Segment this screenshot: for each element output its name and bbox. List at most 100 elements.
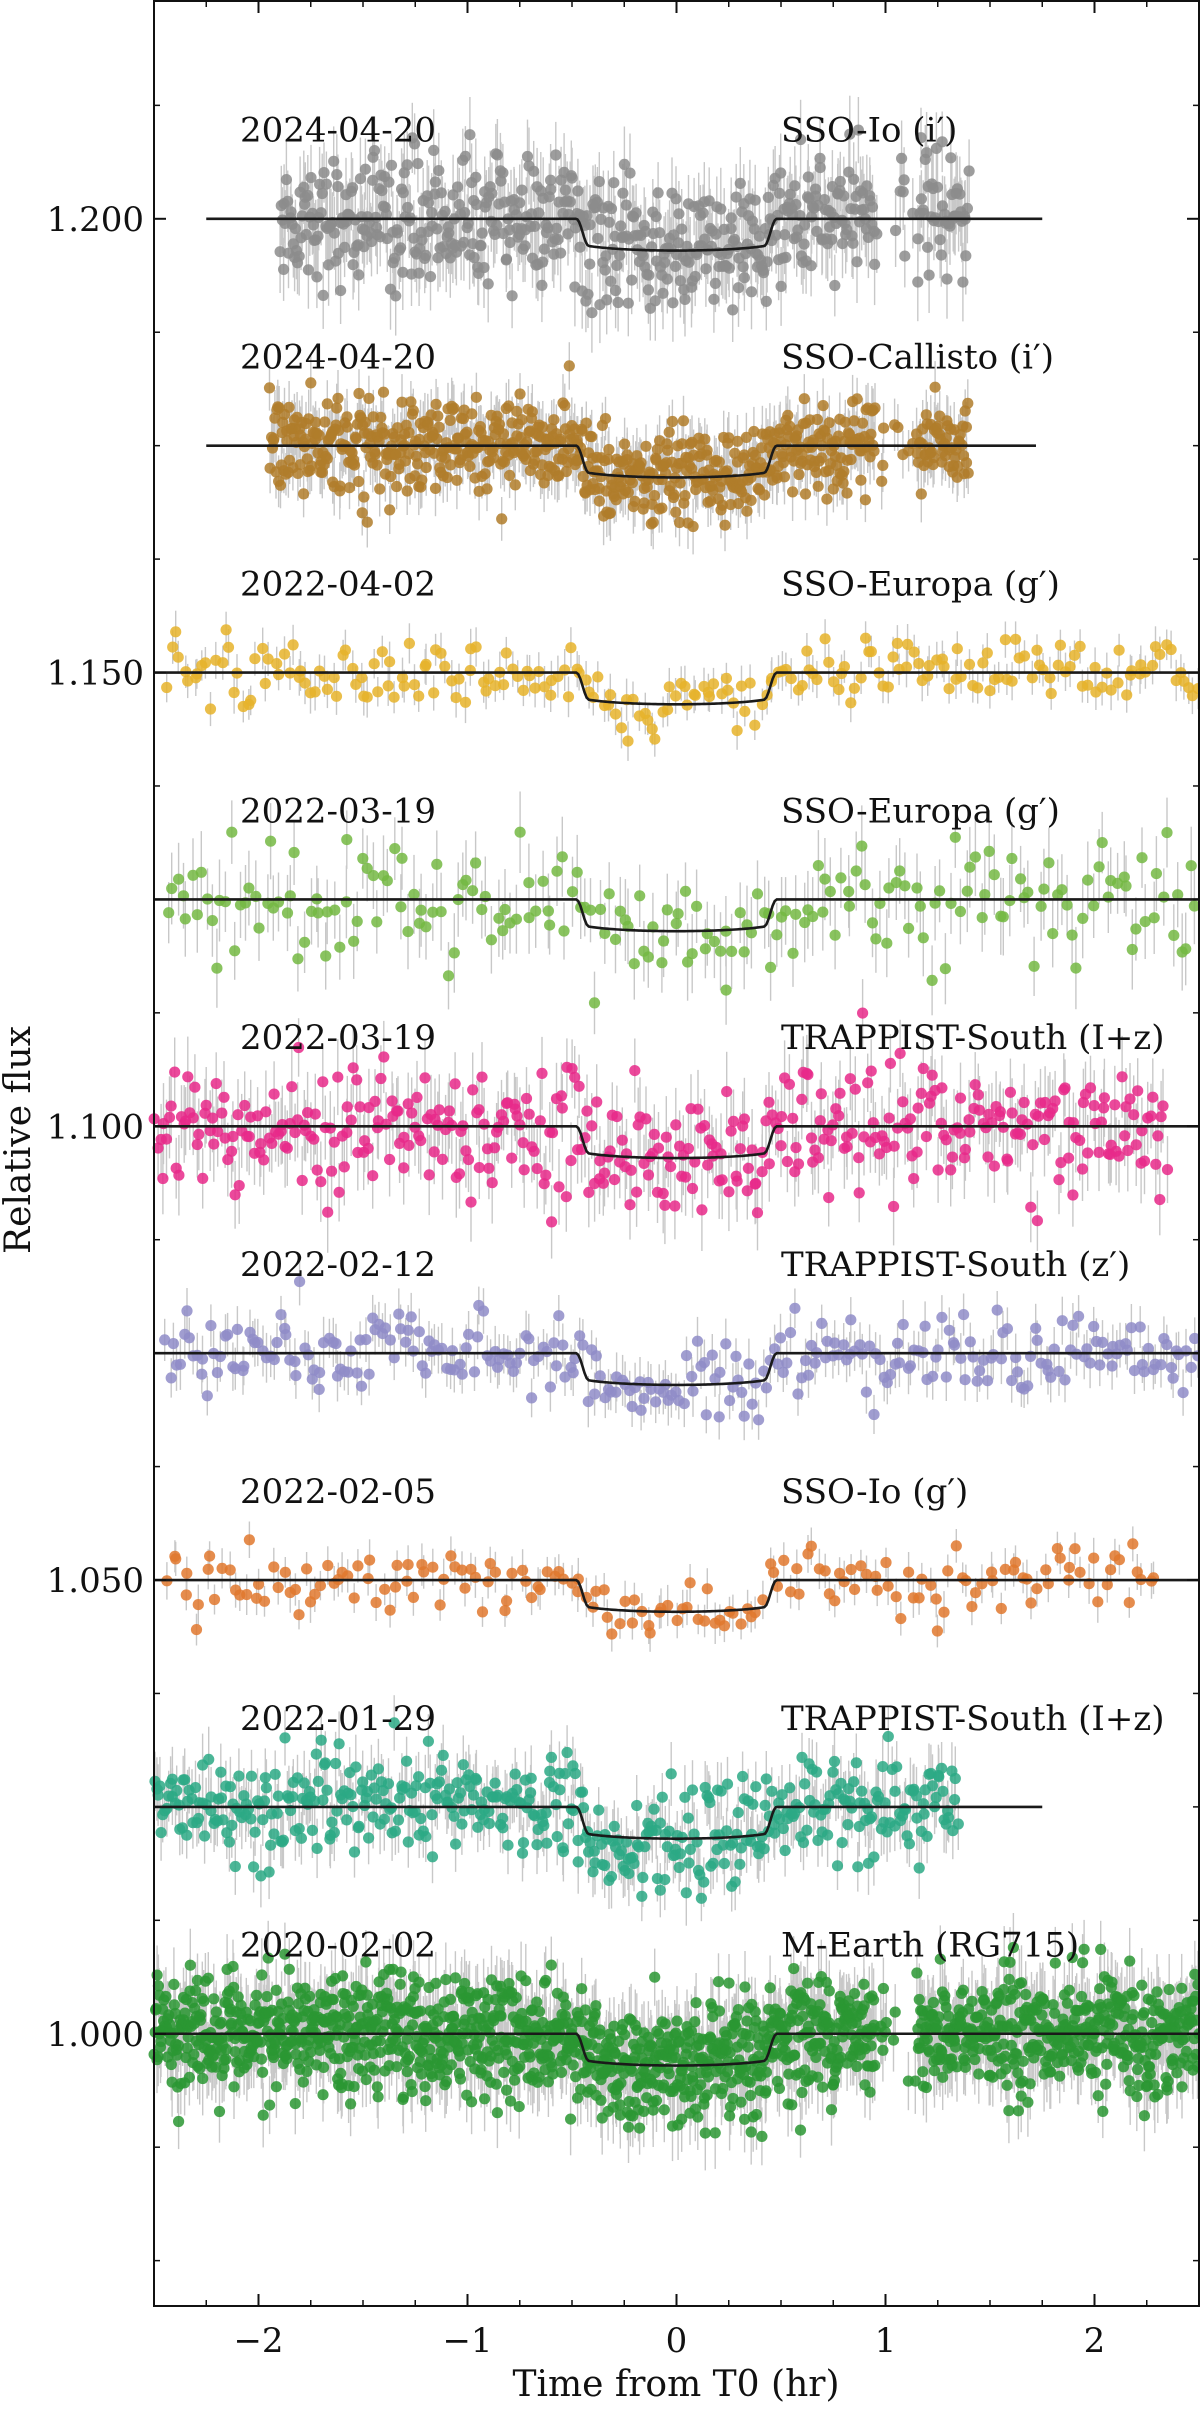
data-point — [273, 896, 284, 907]
data-point — [1094, 861, 1105, 872]
data-point — [698, 208, 709, 219]
data-point — [909, 647, 920, 658]
data-point — [611, 260, 622, 271]
data-point — [496, 513, 507, 524]
data-point — [201, 1100, 212, 1111]
data-point — [1098, 1102, 1109, 1113]
data-point — [673, 908, 684, 919]
data-point — [202, 1390, 213, 1401]
data-point — [536, 280, 547, 291]
data-point — [460, 875, 471, 886]
data-point — [516, 185, 527, 196]
data-point — [600, 413, 611, 424]
data-point — [1161, 827, 1172, 838]
data-point — [515, 827, 526, 838]
data-point — [854, 1339, 865, 1350]
data-point — [679, 294, 690, 305]
data-point — [1085, 1082, 1096, 1093]
data-point — [958, 1309, 969, 1320]
data-point — [404, 638, 415, 649]
data-point — [823, 1192, 834, 1203]
data-point — [1007, 676, 1018, 687]
data-point — [349, 460, 360, 471]
data-point — [431, 859, 442, 870]
data-point — [892, 1338, 903, 1349]
data-point — [265, 836, 276, 847]
data-point — [216, 1108, 227, 1119]
data-point — [1002, 1155, 1013, 1166]
data-point — [649, 734, 660, 745]
data-point — [1002, 1323, 1013, 1334]
data-point — [375, 1073, 386, 1084]
data-point — [1022, 887, 1033, 898]
data-point — [362, 692, 373, 703]
data-point — [318, 167, 329, 178]
data-point — [226, 1146, 237, 1157]
data-point — [408, 1346, 419, 1357]
data-point — [471, 392, 482, 403]
data-point — [820, 633, 831, 644]
data-point — [1180, 943, 1191, 954]
data-point — [411, 1092, 422, 1103]
data-point — [341, 1127, 352, 1138]
data-point — [1154, 1194, 1165, 1205]
data-point — [888, 1201, 899, 1212]
data-point — [217, 657, 228, 668]
data-point — [442, 472, 453, 483]
data-point — [551, 866, 562, 877]
data-point — [916, 488, 927, 499]
data-point — [1031, 645, 1042, 656]
data-point — [565, 1155, 576, 1166]
data-point — [522, 151, 533, 162]
data-point — [1112, 677, 1123, 688]
data-point — [595, 1370, 606, 1381]
data-point — [945, 152, 956, 163]
data-point — [239, 1100, 250, 1111]
data-point — [445, 415, 456, 426]
data-point — [345, 1345, 356, 1356]
data-point — [868, 1409, 879, 1420]
data-point — [489, 1142, 500, 1153]
data-point — [351, 1074, 362, 1085]
series-errorbars-5 — [165, 1258, 1198, 1440]
data-point — [827, 1119, 838, 1130]
data-point — [459, 207, 470, 218]
data-point — [897, 1096, 908, 1107]
data-point — [289, 1356, 300, 1367]
data-point — [440, 206, 451, 217]
data-point — [600, 264, 611, 275]
data-point — [1059, 1082, 1070, 1093]
data-point — [514, 197, 525, 208]
data-point — [447, 1345, 458, 1356]
data-point — [963, 468, 974, 479]
data-point — [813, 860, 824, 871]
data-point — [559, 664, 570, 675]
data-point — [1145, 1111, 1156, 1122]
data-point — [594, 496, 605, 507]
data-point — [676, 224, 687, 235]
data-point — [1166, 644, 1177, 655]
data-point — [752, 1207, 763, 1218]
data-point — [631, 207, 642, 218]
data-point — [826, 234, 837, 245]
data-point — [555, 248, 566, 259]
data-point — [392, 227, 403, 238]
data-point — [348, 936, 359, 947]
data-point — [192, 909, 203, 920]
data-point — [1149, 912, 1160, 923]
data-point — [938, 661, 949, 672]
data-point — [403, 1325, 414, 1336]
data-point — [970, 851, 981, 862]
data-point — [197, 1353, 208, 1364]
data-point — [854, 1187, 865, 1198]
data-point — [370, 449, 381, 460]
data-point — [318, 290, 329, 301]
data-point — [341, 896, 352, 907]
series-group-5 — [159, 1258, 1200, 1440]
data-point — [467, 1084, 478, 1095]
data-point — [481, 483, 492, 494]
data-point — [1010, 634, 1021, 645]
data-point — [803, 171, 814, 182]
data-point — [656, 503, 667, 514]
